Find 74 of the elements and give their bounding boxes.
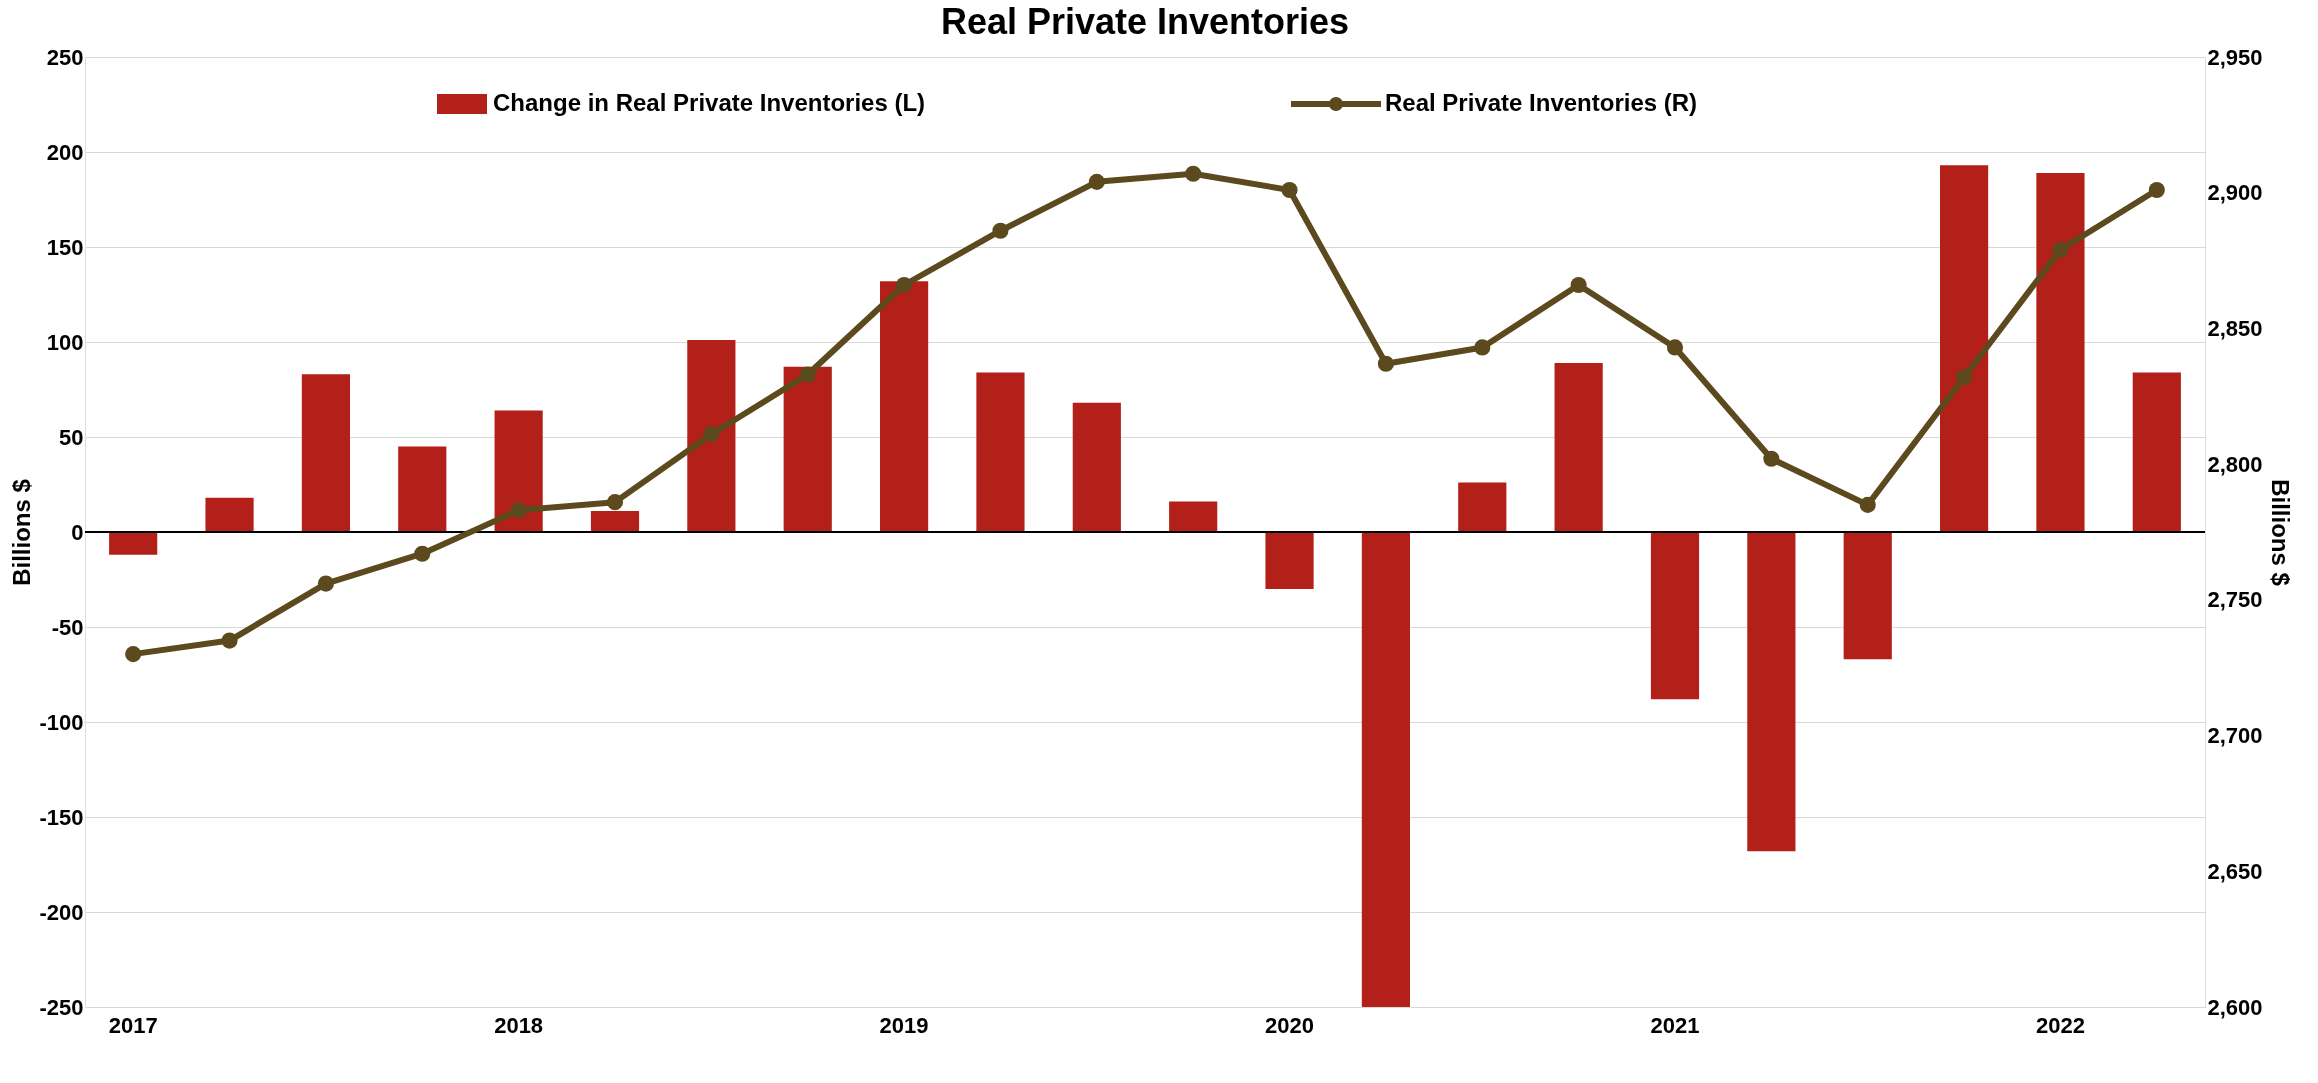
point <box>1281 181 1298 199</box>
bar <box>687 340 736 532</box>
point <box>606 494 624 511</box>
point <box>414 545 431 562</box>
bar <box>1843 532 1892 660</box>
legend-label: Change in Real Private Inventories (L) <box>493 89 926 116</box>
point <box>2052 241 2069 258</box>
y-tick-label: 200 <box>46 139 84 165</box>
y-tick-label: 250 <box>46 44 84 70</box>
point <box>510 502 527 519</box>
y2-tick-label: 2,800 <box>2207 451 2263 477</box>
y2-tick-label: 2,650 <box>2207 858 2263 884</box>
y2-tick-label: 2,700 <box>2207 723 2263 749</box>
bar <box>301 374 350 532</box>
bar <box>2036 172 2085 532</box>
point <box>1185 165 1202 182</box>
point <box>992 222 1009 239</box>
y2-axis-title: Billions $ <box>2266 479 2294 587</box>
bar <box>590 511 640 532</box>
y-tick-label: -250 <box>39 994 84 1020</box>
bar <box>1169 501 1218 532</box>
y-tick-label: 0 <box>71 519 84 545</box>
x-tick-label: 2021 <box>1650 1012 1700 1038</box>
bar <box>976 372 1025 532</box>
y-tick-label: 150 <box>46 234 84 260</box>
point <box>1666 339 1684 356</box>
y2-tick-label: 2,600 <box>2207 994 2263 1020</box>
bar <box>1747 532 1796 852</box>
bar <box>880 281 929 532</box>
bar <box>494 410 543 532</box>
point <box>1570 276 1587 294</box>
point <box>1859 496 1876 513</box>
point <box>2148 181 2165 199</box>
y-tick-label: -200 <box>39 899 84 925</box>
y2-tick-label: 2,950 <box>2207 44 2263 70</box>
y-tick-label: -150 <box>39 804 84 830</box>
y2-tick-label: 2,850 <box>2207 315 2263 341</box>
x-tick-label: 2018 <box>494 1012 544 1038</box>
point <box>221 632 238 649</box>
bar <box>1554 362 1603 532</box>
bar <box>1072 402 1121 532</box>
bar <box>398 446 447 532</box>
point <box>799 366 816 383</box>
point <box>1763 450 1780 467</box>
point <box>125 646 142 663</box>
bar <box>1265 532 1314 589</box>
x-tick-label: 2020 <box>1265 1012 1315 1038</box>
y2-tick-label: 2,750 <box>2207 587 2263 613</box>
bar <box>2132 372 2181 532</box>
chart-title: Real Private Inventories <box>940 1 1350 42</box>
x-tick-label: 2022 <box>2035 1012 2085 1038</box>
point <box>1088 173 1105 190</box>
point <box>317 575 334 592</box>
x-tick-label: 2017 <box>108 1012 158 1038</box>
bar <box>1361 532 1410 1007</box>
bar <box>1940 165 1989 532</box>
y-tick-label: 50 <box>59 424 84 450</box>
point <box>1377 355 1394 372</box>
y-tick-label: -100 <box>39 709 84 735</box>
bar <box>1458 482 1507 532</box>
y2-tick-label: 2,900 <box>2207 180 2263 206</box>
legend-label: Real Private Inventories (R) <box>1385 89 1698 116</box>
point <box>703 426 720 443</box>
point <box>1474 339 1491 356</box>
x-tick-label: 2019 <box>879 1012 929 1038</box>
bar <box>783 366 832 532</box>
y-axis-title: Billions $ <box>8 478 36 586</box>
point <box>1956 369 1973 386</box>
y-tick-label: -50 <box>51 614 84 640</box>
y-tick-label: 100 <box>46 329 84 355</box>
bar <box>205 497 254 532</box>
point <box>896 276 913 294</box>
bar <box>109 532 158 555</box>
bar <box>1650 532 1700 700</box>
